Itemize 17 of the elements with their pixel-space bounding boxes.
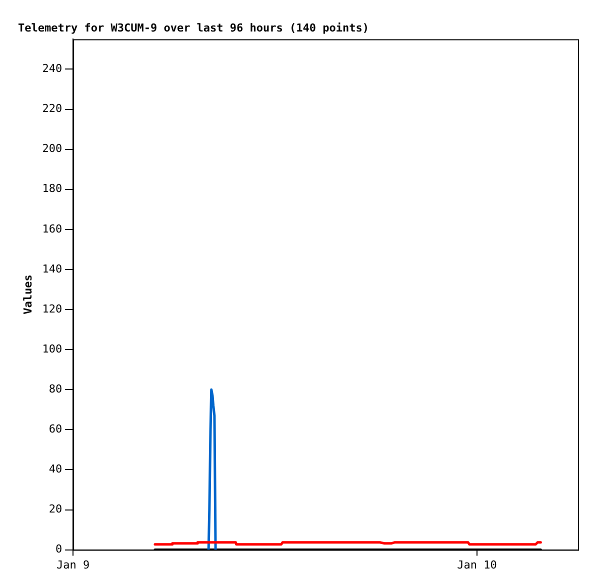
y-tick-label: 180 xyxy=(42,182,62,196)
y-tick-label: 120 xyxy=(42,302,62,316)
y-tick-label: 200 xyxy=(42,142,62,156)
x-tick-label: Jan 9 xyxy=(56,558,90,572)
y-tick-label: 140 xyxy=(42,262,62,276)
y-tick-label: 100 xyxy=(42,342,62,356)
y-tick-label: 160 xyxy=(42,222,62,236)
y-tick-label: 0 xyxy=(55,542,62,556)
y-tick-label: 240 xyxy=(42,62,62,76)
y-tick-label: 20 xyxy=(48,502,62,516)
y-tick-label: 40 xyxy=(48,462,62,476)
x-tick-label: Jan 10 xyxy=(457,558,497,572)
y-tick-label: 80 xyxy=(48,382,62,396)
y-tick-label: 220 xyxy=(42,102,62,116)
y-axis-title: Values xyxy=(21,274,34,314)
y-tick-label: 60 xyxy=(48,422,62,436)
chart-title: Telemetry for W3CUM-9 over last 96 hours (140 points) xyxy=(18,21,369,34)
